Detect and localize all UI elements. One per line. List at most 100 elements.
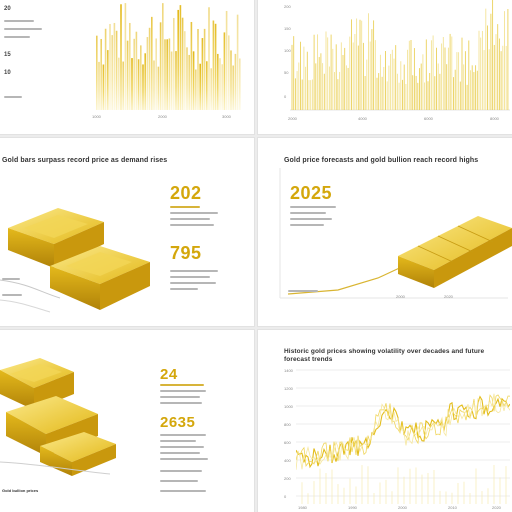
stat-caption-line bbox=[160, 384, 204, 386]
stat-primary: 24 bbox=[160, 366, 178, 383]
bar-stripe bbox=[212, 20, 215, 110]
bar-stripe bbox=[232, 65, 234, 110]
x-tick: 2000 bbox=[288, 116, 297, 121]
stat-caption-line bbox=[170, 218, 210, 220]
price-line bbox=[296, 393, 510, 470]
historic-line-chart bbox=[296, 369, 510, 504]
bar-stripe bbox=[155, 38, 157, 110]
bar-stripe bbox=[151, 16, 153, 110]
bar-stripe bbox=[223, 32, 226, 110]
bar-stripe bbox=[188, 54, 190, 110]
bar-stripe bbox=[142, 64, 144, 110]
left-text-line bbox=[4, 36, 30, 38]
gold-bar-stack-icon bbox=[0, 358, 116, 476]
bar-stripe bbox=[221, 64, 223, 110]
bar-stripe bbox=[225, 10, 228, 110]
bar-stripe bbox=[190, 21, 193, 110]
left-text-line bbox=[4, 28, 42, 30]
x-tick: 2000 bbox=[396, 294, 405, 299]
caption-line bbox=[2, 278, 20, 280]
bar-stripe bbox=[210, 68, 212, 110]
stat-caption-line bbox=[160, 390, 206, 392]
y-tick: 100 bbox=[284, 48, 291, 53]
x-tick: 2000 bbox=[158, 114, 167, 119]
bar-stripe bbox=[197, 28, 199, 110]
x-tick: 8000 bbox=[490, 116, 499, 121]
infographic-panel-gold-bars: Gold bars surpass record price as demand… bbox=[0, 138, 254, 326]
bar-stripe bbox=[120, 4, 122, 110]
left-text-line bbox=[4, 20, 34, 22]
bar-stripe bbox=[214, 23, 217, 110]
bar-stripe bbox=[98, 61, 100, 110]
left-label-3: 10 bbox=[4, 70, 11, 76]
caption-line bbox=[2, 294, 22, 296]
infographic-panel-forecast: Gold price forecasts and gold bullion re… bbox=[258, 138, 512, 326]
bar-stripe bbox=[109, 23, 111, 110]
stat-caption-line bbox=[290, 218, 332, 220]
bar-stripe bbox=[179, 5, 182, 110]
bar-stripe bbox=[236, 14, 239, 110]
bar-stripe bbox=[230, 50, 232, 110]
panel-headline: Historic gold prices showing volatility … bbox=[284, 348, 485, 363]
bar-stripe bbox=[192, 51, 195, 110]
y-tick: 1400 bbox=[284, 368, 293, 373]
bar-stripe bbox=[177, 9, 179, 110]
stat-caption-line bbox=[170, 288, 198, 290]
stat-caption-line bbox=[170, 212, 218, 214]
bar-stripe bbox=[166, 39, 168, 110]
stat-caption-line bbox=[290, 224, 324, 226]
bar-stripe bbox=[153, 60, 155, 110]
x-tick: 1000 bbox=[92, 114, 101, 119]
bullion-caption: Gold bullion prices bbox=[2, 488, 39, 493]
x-tick: 4000 bbox=[358, 116, 367, 121]
stat-caption-line bbox=[160, 446, 204, 448]
stat-caption-line bbox=[160, 458, 208, 460]
gold-spike-chart bbox=[290, 0, 510, 111]
bar-stripe bbox=[195, 69, 197, 110]
stat-caption-line bbox=[160, 490, 206, 492]
bar-stripe bbox=[219, 58, 221, 110]
stat-caption-line bbox=[290, 212, 326, 214]
stat-primary: 2025 bbox=[290, 183, 333, 203]
y-tick: 1000 bbox=[284, 404, 293, 409]
bar-stripe bbox=[129, 22, 131, 110]
bar-stripe bbox=[118, 57, 120, 110]
chart-panel-historic: Historic gold prices showing volatility … bbox=[258, 330, 512, 512]
stat-caption-line bbox=[170, 206, 200, 208]
x-tick: 2010 bbox=[448, 505, 457, 510]
x-tick: 1990 bbox=[348, 505, 357, 510]
y-tick: 50 bbox=[284, 70, 289, 75]
bar-stripe bbox=[228, 35, 230, 110]
bar-stripe bbox=[168, 38, 171, 110]
axis-caption-line bbox=[288, 290, 318, 292]
bar-stripe bbox=[170, 51, 173, 110]
x-tick: 6000 bbox=[424, 116, 433, 121]
infographic-panel-bullion: Gold bullion prices 24 2635 bbox=[0, 330, 254, 512]
stat-caption-line bbox=[290, 206, 336, 208]
stat-caption-line bbox=[170, 276, 210, 278]
panel-headline: Gold price forecasts and gold bullion re… bbox=[284, 157, 479, 164]
bar-stripe bbox=[203, 28, 206, 110]
stat-caption-line bbox=[160, 470, 202, 472]
bar-stripe bbox=[124, 3, 127, 110]
y-tick: 400 bbox=[284, 458, 291, 463]
bar-stripe bbox=[96, 35, 98, 110]
y-tick: 800 bbox=[284, 422, 291, 427]
bar-stripe bbox=[122, 61, 124, 110]
stat-secondary: 2635 bbox=[160, 414, 196, 431]
left-label-2: 15 bbox=[4, 52, 11, 58]
y-tick: 150 bbox=[284, 26, 291, 31]
y-tick: 1200 bbox=[284, 386, 293, 391]
stat-caption-line bbox=[160, 402, 202, 404]
y-tick: 0 bbox=[284, 494, 287, 499]
bar-stripe bbox=[181, 17, 184, 110]
bar-stripe bbox=[126, 40, 129, 110]
y-tick: 600 bbox=[284, 440, 291, 445]
bar-stripe bbox=[175, 51, 177, 110]
bar-stripe bbox=[217, 53, 219, 110]
bar-stripe bbox=[157, 66, 160, 110]
bar-stripe bbox=[104, 28, 107, 110]
bar-stripe bbox=[173, 17, 175, 110]
bar-stripe bbox=[164, 39, 166, 110]
x-tick: 2000 bbox=[398, 505, 407, 510]
